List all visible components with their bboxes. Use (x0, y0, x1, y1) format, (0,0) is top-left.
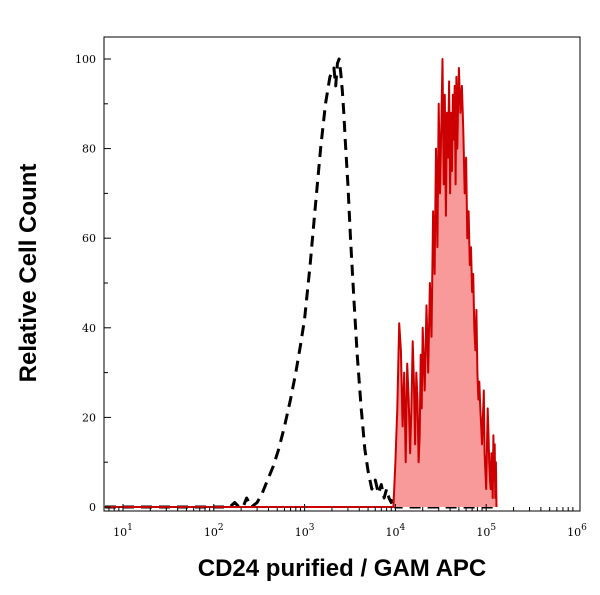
y-tick-label-1: 20 (82, 411, 96, 424)
x-axis-ticks: 101 102 103 104 105 106 (108, 504, 587, 539)
y-axis-ticks: 0 20 40 60 80 100 (75, 53, 111, 514)
x-axis-title: CD24 purified / GAM APC (198, 555, 486, 582)
y-tick-label-2: 40 (82, 322, 96, 335)
x-tick-label-4: 105 (476, 523, 496, 539)
x-tick-label-2: 103 (295, 523, 315, 539)
x-tick-label-0: 101 (113, 523, 133, 539)
y-tick-label-0: 0 (89, 501, 96, 514)
x-tick-label-3: 104 (386, 523, 406, 539)
y-axis-title: Relative Cell Count (15, 164, 42, 383)
series-line-1 (105, 58, 498, 508)
x-tick-label-5: 106 (567, 523, 587, 539)
y-tick-label-3: 60 (82, 232, 96, 245)
series-layer (105, 57, 498, 509)
x-tick-label-1: 102 (204, 523, 224, 539)
y-tick-label-4: 80 (82, 143, 96, 156)
y-tick-label-5: 100 (75, 53, 96, 66)
plot-frame (103, 36, 581, 512)
series-fill-1 (105, 59, 497, 507)
